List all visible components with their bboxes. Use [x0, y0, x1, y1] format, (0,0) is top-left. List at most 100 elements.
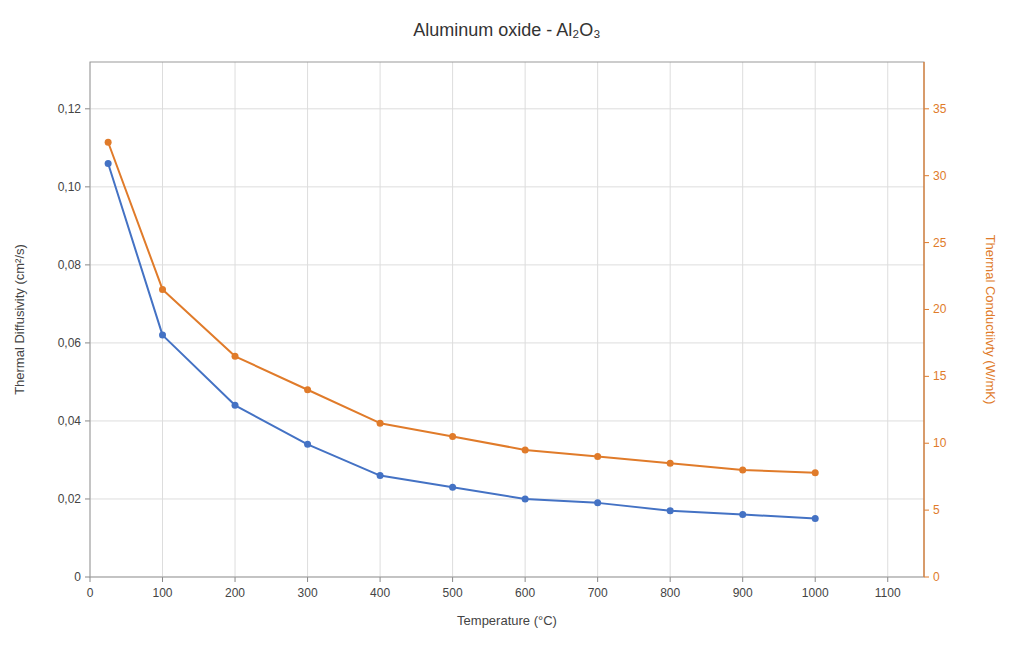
tick — [380, 577, 381, 582]
grid — [90, 62, 924, 577]
tick-label: 15 — [933, 369, 947, 383]
tick-label: 0,12 — [58, 102, 82, 116]
grid-line — [90, 498, 924, 499]
grid-line — [887, 62, 888, 577]
point — [522, 495, 529, 502]
tick-label: 35 — [933, 102, 947, 116]
point — [449, 433, 456, 440]
tick — [742, 577, 743, 582]
chart: 01002003004005006007008009001000110000,0… — [0, 0, 1019, 649]
tick — [85, 186, 90, 187]
series-line — [108, 142, 815, 472]
point — [232, 353, 239, 360]
tick-label: 300 — [298, 586, 318, 600]
grid-line — [452, 62, 453, 577]
tick-label: 200 — [225, 586, 245, 600]
point — [377, 420, 384, 427]
tick — [815, 577, 816, 582]
point — [667, 460, 674, 467]
point — [105, 160, 112, 167]
point — [739, 511, 746, 518]
tick-label: 0 — [87, 586, 94, 600]
tick — [924, 242, 929, 243]
point — [304, 441, 311, 448]
tick — [452, 577, 453, 582]
tick — [162, 577, 163, 582]
tick-label: 0,08 — [58, 258, 82, 272]
tick — [887, 577, 888, 582]
tick — [307, 577, 308, 582]
tick — [85, 420, 90, 421]
tick-label: 0 — [933, 570, 940, 584]
grid-line — [742, 62, 743, 577]
point — [812, 515, 819, 522]
point — [377, 472, 384, 479]
grid-line — [90, 108, 924, 109]
y2-axis-line — [923, 62, 924, 577]
point — [594, 499, 601, 506]
grid-line — [670, 62, 671, 577]
tick-label: 100 — [153, 586, 173, 600]
tick-label: 20 — [933, 302, 947, 316]
tick-label: 600 — [515, 586, 535, 600]
tick-label: 900 — [733, 586, 753, 600]
tick — [85, 342, 90, 343]
tick — [924, 175, 929, 176]
axes: 01002003004005006007008009001000110000,0… — [58, 62, 947, 600]
grid-line — [307, 62, 308, 577]
tick-label: 0,02 — [58, 492, 82, 506]
tick-label: 1100 — [875, 586, 901, 600]
point — [159, 332, 166, 339]
tick-label: 0,10 — [58, 180, 82, 194]
point — [522, 446, 529, 453]
title: Aluminum oxide - Al₂O₃ — [413, 20, 600, 40]
tick — [924, 443, 929, 444]
point — [812, 469, 819, 476]
tick — [90, 577, 91, 582]
y-axis-label: Thermal Diffusivity (cm²/s) — [12, 244, 27, 395]
point — [739, 466, 746, 473]
grid-line — [162, 62, 163, 577]
plot-frame — [90, 62, 924, 577]
tick — [924, 376, 929, 377]
tick-label: 25 — [933, 236, 947, 250]
point — [159, 286, 166, 293]
tick-label: 1000 — [802, 586, 829, 600]
tick-label: 800 — [660, 586, 680, 600]
point — [105, 139, 112, 146]
point — [449, 484, 456, 491]
grid-line — [90, 342, 924, 343]
tick-label: 10 — [933, 436, 947, 450]
tick — [525, 577, 526, 582]
grid-line — [235, 62, 236, 577]
tick — [924, 108, 929, 109]
point — [232, 402, 239, 409]
tick-label: 0,04 — [58, 414, 82, 428]
tick — [235, 577, 236, 582]
tick — [924, 510, 929, 511]
grid-line — [380, 62, 381, 577]
tick-label: 500 — [443, 586, 463, 600]
tick — [924, 577, 929, 578]
point — [304, 386, 311, 393]
tick — [85, 498, 90, 499]
tick — [85, 108, 90, 109]
tick — [670, 577, 671, 582]
point — [594, 453, 601, 460]
marks — [105, 139, 819, 522]
grid-line — [90, 420, 924, 421]
grid-line — [815, 62, 816, 577]
tick — [597, 577, 598, 582]
series-line — [108, 163, 815, 518]
tick-label: 400 — [370, 586, 390, 600]
x-axis-label: Temperature (°C) — [457, 613, 557, 628]
tick-label: 30 — [933, 169, 947, 183]
grid-line — [90, 186, 924, 187]
grid-line — [90, 264, 924, 265]
tick — [924, 309, 929, 310]
tick — [85, 577, 90, 578]
tick-label: 0 — [74, 570, 81, 584]
tick-label: 700 — [588, 586, 608, 600]
point — [667, 507, 674, 514]
tick — [85, 264, 90, 265]
